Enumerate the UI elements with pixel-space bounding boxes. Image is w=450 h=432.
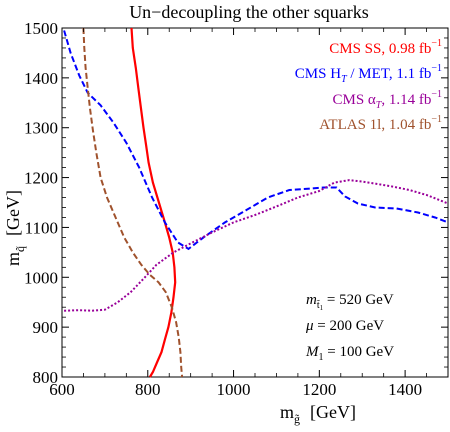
x-tick-label: 1000	[217, 380, 251, 399]
legend-label-rest: , 1.14 fb	[381, 92, 431, 108]
x-axis-label-main: m	[280, 402, 294, 422]
legend-entry-1: CMS SS, 0.98 fb−1	[329, 38, 442, 57]
x-axis: 600 800 1000 1200 1400	[49, 28, 449, 399]
parameter-subsubscript: 1	[320, 304, 324, 312]
series-line-1	[130, 27, 177, 378]
series-line-3	[64, 179, 449, 312]
y-tick-label: 1200	[24, 169, 58, 188]
legend-entry-3: CMS αT, 1.14 fb−1	[333, 89, 443, 111]
chart-title: Un−decoupling the other squarks	[129, 2, 369, 22]
x-axis-label-sub: g̃	[294, 412, 300, 426]
legend-label-sup: −1	[431, 89, 442, 100]
y-tick-label: 1500	[24, 19, 58, 38]
legend-label-sup: −1	[431, 114, 442, 125]
y-axis: 800 900 1000 1100 1200 1300 1400 1500	[24, 19, 448, 387]
x-axis-label: mg̃ [GeV]	[280, 402, 356, 426]
x-tick-label: 600	[49, 380, 75, 399]
series-line-2	[63, 30, 449, 251]
legend-label: ATLAS 1l, 1.04 fb	[319, 117, 431, 133]
y-axis-label-main: m	[3, 252, 23, 266]
y-axis-label-sub: q̃	[13, 246, 27, 252]
series-layer	[63, 27, 449, 378]
y-tick-label: 1100	[25, 218, 58, 237]
x-tick-label: 1200	[302, 380, 336, 399]
legend-label-sup: −1	[431, 38, 442, 49]
parameter-symbol: μ	[305, 318, 314, 334]
y-tick-label: 900	[33, 318, 59, 337]
parameter-1: mt̃1 = 520 GeV	[306, 292, 394, 312]
legend-label: CMS SS, 0.98 fb	[329, 41, 431, 57]
legend-entry-2: CMS HT / MET, 1.1 fb−1	[295, 63, 442, 85]
legend-label-rest: / MET, 1.1 fb	[347, 66, 432, 82]
parameter-3: M1 = 100 GeV	[305, 344, 394, 363]
legend-label-sub: T	[341, 74, 348, 85]
legend-label-sup: −1	[431, 63, 442, 74]
parameter-subscript: t̃	[317, 299, 321, 311]
y-axis-label: mq̃ [GeV]	[3, 190, 27, 266]
series-line-4	[82, 27, 184, 378]
parameter-value: = 200 GeV	[314, 318, 385, 334]
x-tick-label: 1400	[388, 380, 422, 399]
legend-entry-4: ATLAS 1l, 1.04 fb−1	[319, 114, 442, 133]
parameter-value: = 520 GeV	[323, 292, 394, 308]
parameter-symbol: M	[305, 344, 320, 360]
legend-label: CMS H	[295, 66, 341, 82]
parameter-2: μ = 200 GeV	[305, 318, 384, 334]
y-axis-label-unit: [GeV]	[3, 190, 23, 236]
parameter-subscript: 1	[319, 352, 324, 363]
y-tick-label: 1300	[24, 119, 58, 138]
y-tick-label: 800	[33, 368, 59, 387]
x-axis-label-unit: [GeV]	[310, 402, 356, 422]
legend-label-sub: T	[376, 100, 383, 111]
parameter-symbol: m	[306, 292, 317, 308]
legend-label: CMS α	[333, 92, 376, 108]
y-tick-label: 1000	[24, 268, 58, 287]
parameter-value: = 100 GeV	[324, 344, 395, 360]
x-tick-label: 800	[135, 380, 161, 399]
y-tick-label: 1400	[24, 69, 58, 88]
